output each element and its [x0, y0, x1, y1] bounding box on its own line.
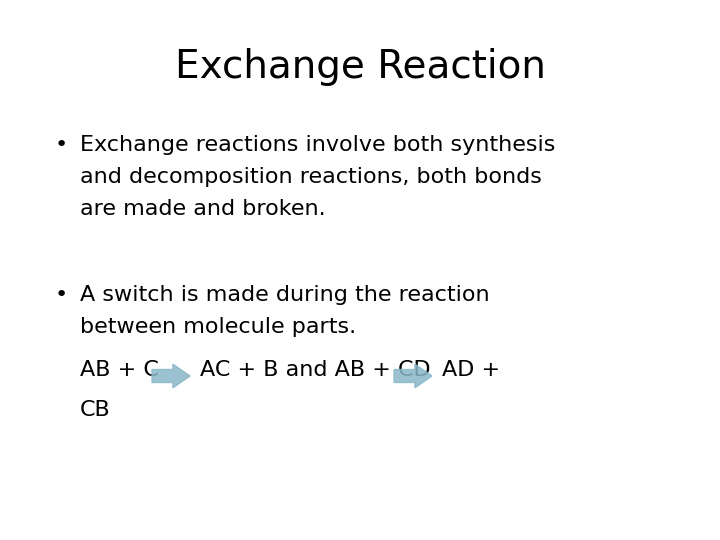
Text: and decomposition reactions, both bonds: and decomposition reactions, both bonds — [80, 167, 542, 187]
Text: are made and broken.: are made and broken. — [80, 199, 325, 219]
Text: AB + C: AB + C — [80, 360, 159, 380]
Polygon shape — [152, 364, 190, 388]
Text: A switch is made during the reaction: A switch is made during the reaction — [80, 285, 490, 305]
Text: between molecule parts.: between molecule parts. — [80, 317, 356, 337]
Text: AC + B and AB + CD: AC + B and AB + CD — [200, 360, 431, 380]
Polygon shape — [394, 364, 432, 388]
Text: AD +: AD + — [442, 360, 500, 380]
Text: •: • — [55, 285, 68, 305]
Text: •: • — [55, 135, 68, 155]
Text: Exchange Reaction: Exchange Reaction — [174, 48, 546, 86]
Text: CB: CB — [80, 400, 111, 420]
Text: Exchange reactions involve both synthesis: Exchange reactions involve both synthesi… — [80, 135, 555, 155]
